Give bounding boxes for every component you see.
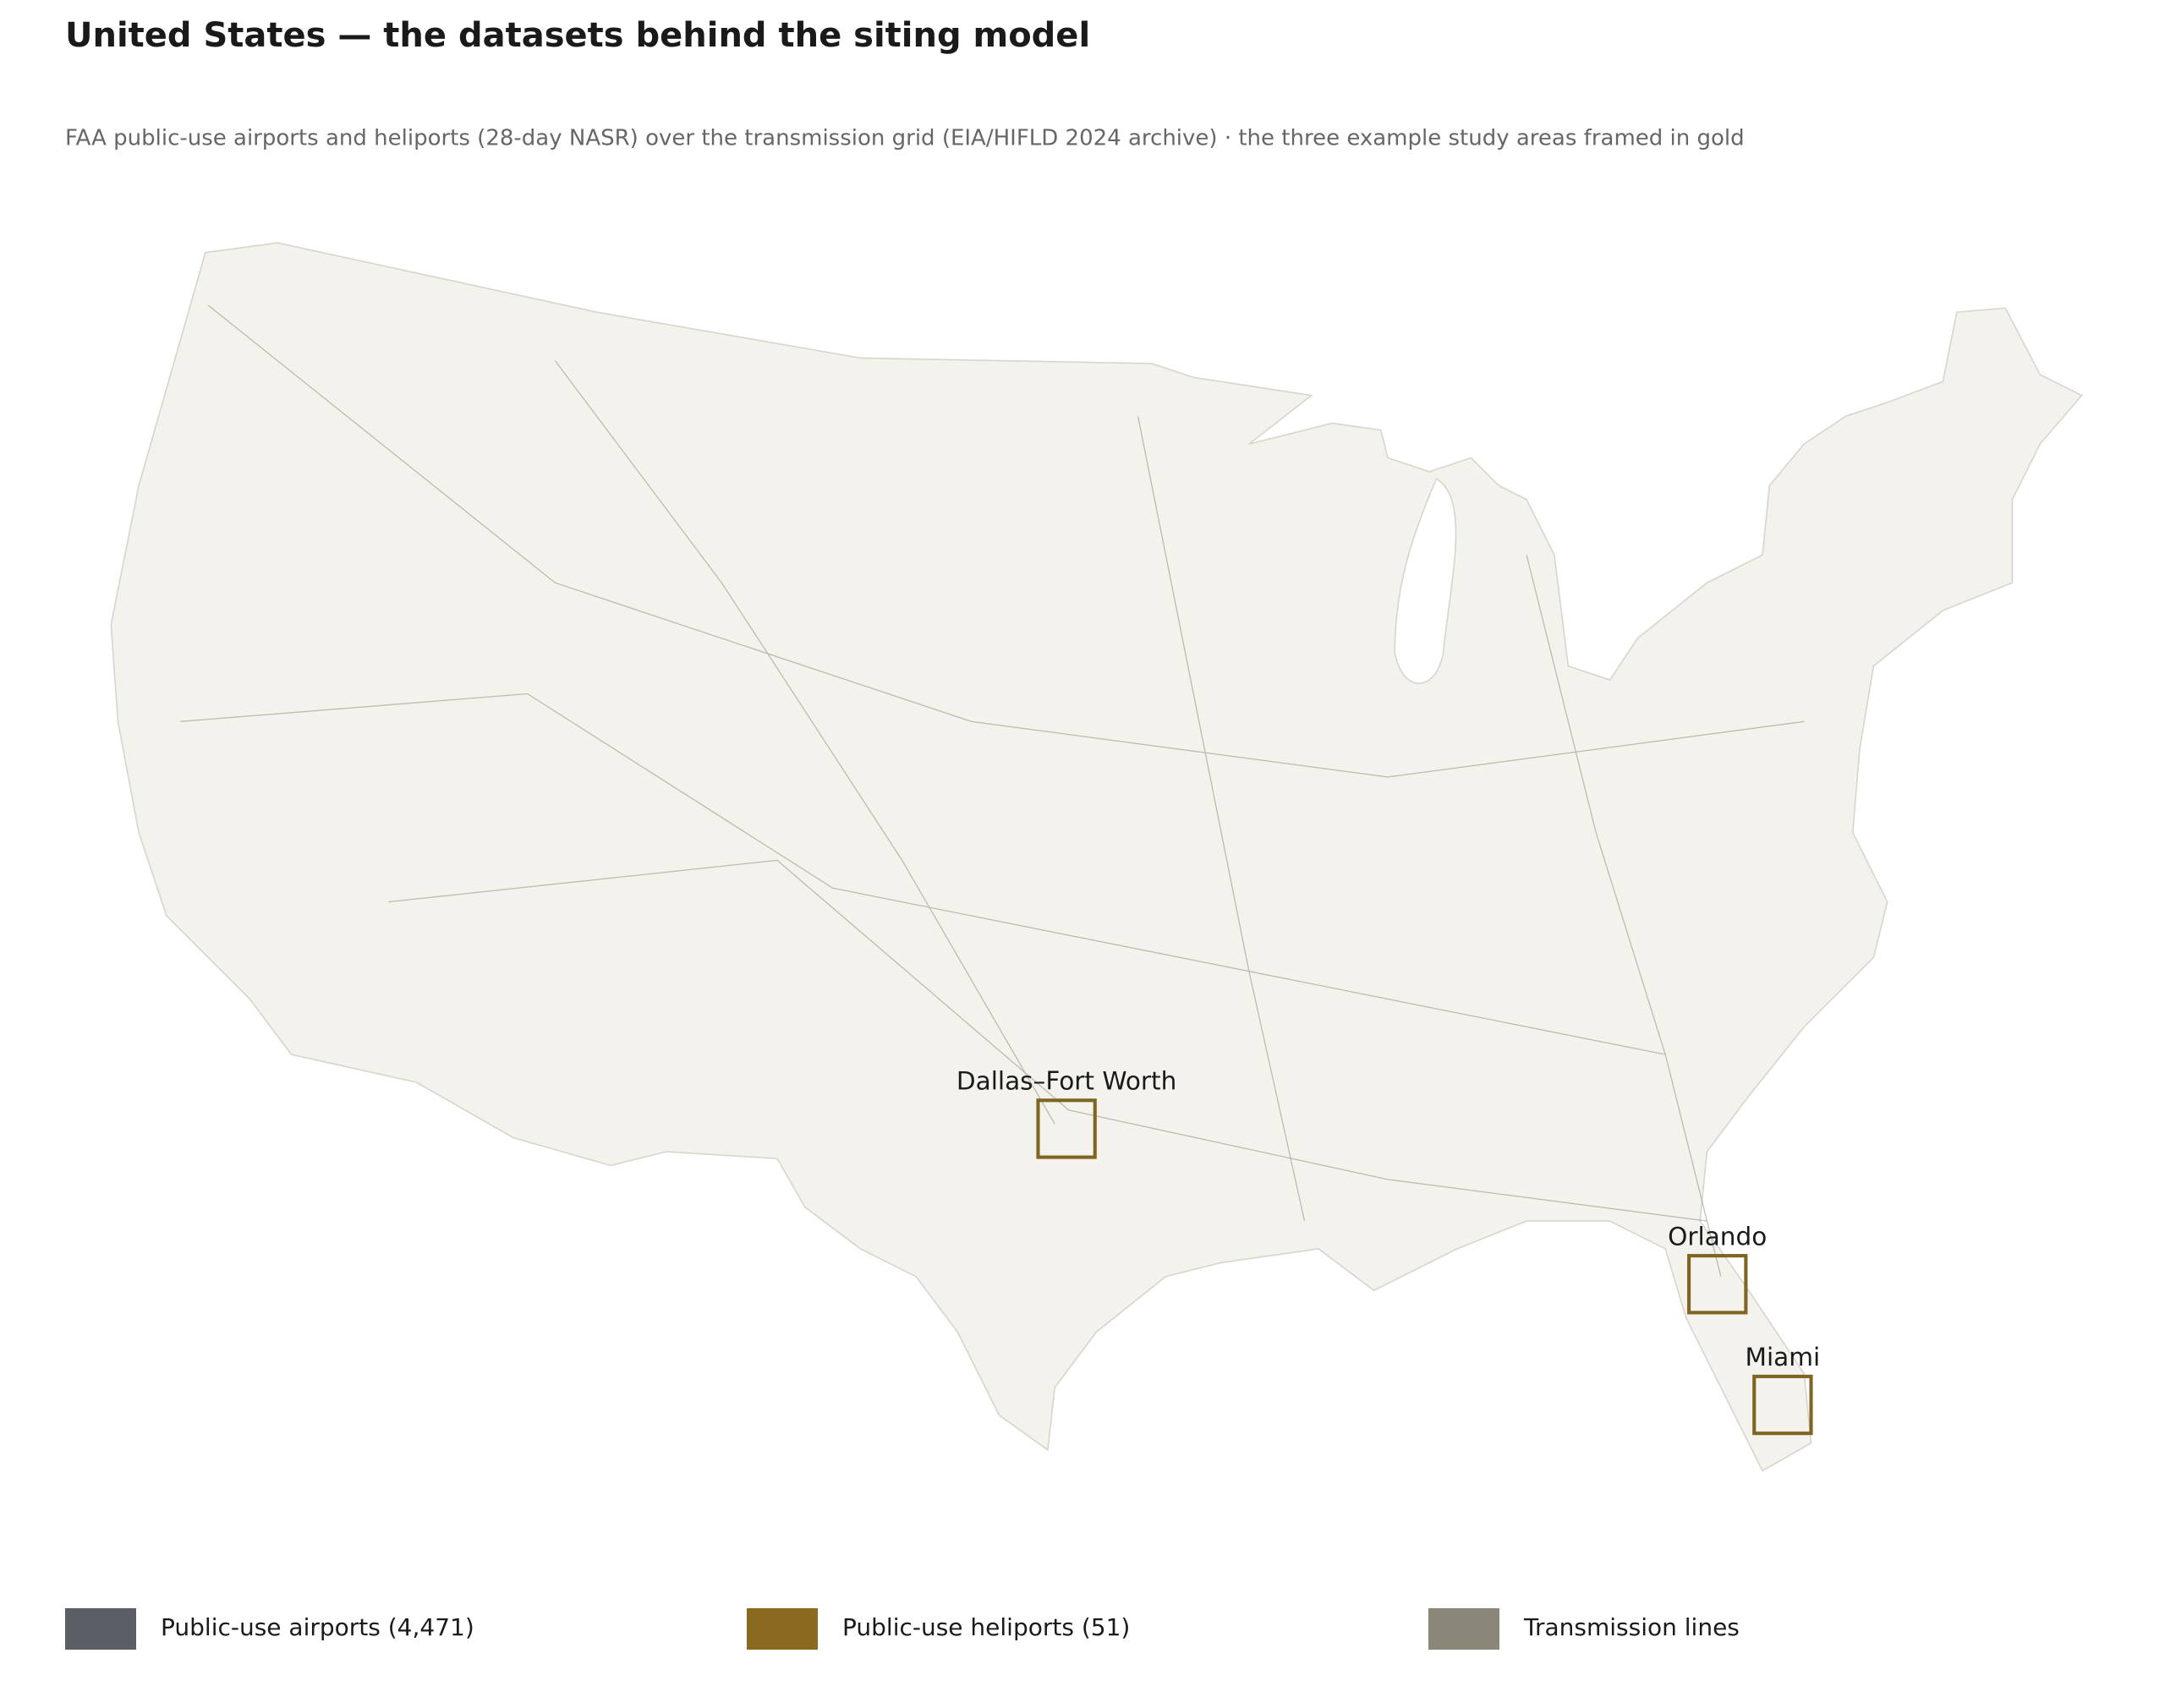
study-area-frame <box>1752 1374 1813 1436</box>
grid-texture <box>180 304 1805 1277</box>
legend: Public-use airports (4,471) Public-use he… <box>65 1608 1740 1650</box>
lake-michigan <box>1394 477 1457 685</box>
subtitle: FAA public-use airports and heliports (2… <box>65 126 1745 151</box>
map: Dallas–Fort Worth Orlando Miami <box>110 242 2083 1472</box>
study-area-label: Dallas–Fort Worth <box>956 1066 1176 1095</box>
legend-label: Public-use airports (4,471) <box>161 1613 474 1641</box>
study-areas: Dallas–Fort Worth Orlando Miami <box>956 1066 1821 1436</box>
legend-swatch <box>747 1608 818 1650</box>
us-outline <box>110 242 2083 1472</box>
legend-label: Transmission lines <box>1523 1613 1740 1641</box>
title: United States — the datasets behind the … <box>65 16 1090 55</box>
study-area-frame <box>1036 1098 1097 1159</box>
legend-label: Public-use heliports (51) <box>842 1613 1130 1641</box>
legend-swatch <box>65 1608 136 1650</box>
legend-swatch <box>1428 1608 1499 1650</box>
study-area-label: Orlando <box>1668 1222 1767 1251</box>
study-area-label: Miami <box>1746 1343 1821 1371</box>
study-area-frame <box>1687 1254 1748 1315</box>
